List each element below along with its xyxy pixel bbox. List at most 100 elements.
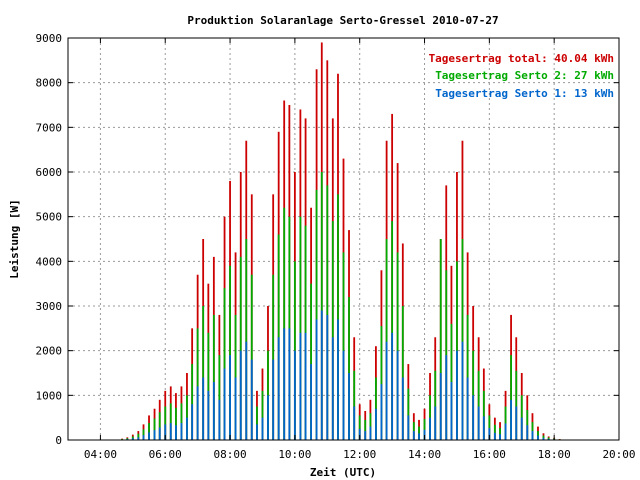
bar-serto-1 (380, 384, 383, 440)
bar-serto-2 (293, 261, 296, 440)
bar-serto-2 (148, 423, 150, 440)
x-axis-label: Zeit (UTC) (310, 466, 376, 479)
x-axis-ticks: 04:00 06:00 08:00 10:00 12:00 14:00 16:00 18:00… (84, 38, 636, 461)
bar-serto-2 (547, 437, 550, 440)
bar-serto-2 (326, 185, 329, 440)
bar-serto-1 (142, 435, 145, 440)
x-tick-label: 04:00 (84, 448, 117, 461)
y-tick-label: 7000 (36, 121, 63, 134)
bar-serto-2 (299, 216, 302, 440)
bar-serto-1 (493, 432, 496, 440)
bar-serto-1 (434, 406, 437, 440)
bar-serto-1 (510, 399, 512, 440)
chart-title: Produktion Solaranlage Serto-Gressel 201… (187, 14, 498, 27)
bar-serto-2 (261, 390, 264, 440)
bar-serto-1 (137, 437, 140, 440)
bar-serto-1 (401, 377, 404, 440)
bar-serto-2 (283, 207, 286, 440)
bar-serto-1 (439, 373, 442, 440)
bar-serto-2 (401, 306, 404, 440)
bar-serto-1 (212, 381, 215, 440)
bar-serto-1 (229, 355, 231, 440)
bar-serto-2 (488, 415, 491, 440)
bar-serto-2 (202, 306, 205, 440)
bar-serto-2 (142, 429, 145, 440)
bar-serto-1 (239, 350, 242, 440)
bar-serto-1 (169, 423, 172, 440)
bar-serto-1 (537, 435, 539, 440)
bar-serto-1 (526, 425, 529, 440)
bar-serto-2 (526, 410, 529, 440)
bar-serto-1 (369, 426, 372, 440)
bar-serto-2 (186, 395, 188, 440)
bar-serto-2 (429, 395, 431, 440)
legend: Tagesertrag total: 40.04 kWh Tagesertrag… (429, 52, 614, 100)
series-bar-serto-2 (115, 172, 582, 440)
bar-serto-2 (218, 355, 221, 440)
bar-serto-2 (229, 265, 231, 440)
x-tick-label: 16:00 (473, 448, 506, 461)
bar-serto-2 (423, 419, 426, 440)
bar-serto-1 (418, 433, 420, 440)
bar-serto-1 (456, 350, 458, 440)
bar-serto-1 (304, 332, 307, 440)
bar-serto-2 (520, 395, 523, 440)
bar-serto-1 (348, 373, 350, 440)
bar-serto-1 (315, 319, 318, 440)
bar-serto-1 (326, 314, 329, 440)
series-bar-serto-1 (115, 310, 582, 440)
bar-serto-1 (391, 332, 394, 440)
bar-serto-1 (272, 359, 275, 440)
y-tick-label: 6000 (36, 166, 63, 179)
y-tick-label: 4000 (36, 255, 63, 268)
bar-serto-2 (191, 364, 194, 440)
bar-serto-1 (423, 429, 426, 440)
bar-serto-2 (380, 326, 383, 440)
bar-serto-2 (456, 261, 458, 440)
bar-serto-2 (234, 314, 237, 440)
bar-serto-1 (445, 355, 448, 440)
bar-serto-1 (234, 377, 237, 440)
bar-serto-2 (477, 370, 480, 440)
bar-serto-2 (391, 221, 394, 440)
x-tick-label: 20:00 (602, 448, 635, 461)
bar-serto-2 (180, 403, 183, 440)
bar-serto-2 (482, 390, 485, 440)
bar-serto-2 (396, 252, 399, 440)
bar-serto-2 (223, 288, 226, 440)
bar-serto-1 (293, 350, 296, 440)
bar-serto-2 (212, 314, 215, 440)
x-tick-label: 06:00 (149, 448, 182, 461)
bar-serto-1 (499, 434, 501, 440)
bar-serto-1 (385, 341, 388, 440)
x-tick-label: 08:00 (213, 448, 246, 461)
y-tick-label: 2000 (36, 345, 63, 358)
bar-serto-1 (364, 431, 367, 440)
bar-marks (115, 42, 582, 441)
bar-serto-1 (412, 431, 415, 440)
bar-serto-1 (520, 417, 523, 440)
bar-serto-2 (320, 172, 323, 440)
bar-serto-1 (186, 417, 188, 440)
x-tick-label: 18:00 (538, 448, 571, 461)
bar-serto-1 (256, 424, 258, 440)
bar-serto-1 (310, 364, 312, 440)
bar-serto-2 (461, 239, 464, 440)
y-axis-label: Leistung [W] (8, 199, 21, 278)
bar-serto-1 (288, 328, 291, 440)
bar-serto-2 (353, 370, 356, 440)
bar-serto-1 (461, 341, 464, 440)
bar-serto-2 (196, 328, 199, 440)
bar-serto-1 (299, 332, 302, 440)
bar-serto-2 (277, 234, 280, 440)
bar-serto-1 (164, 424, 167, 440)
bar-serto-2 (364, 419, 367, 440)
bar-serto-1 (504, 423, 507, 440)
bar-serto-2 (337, 194, 339, 440)
bar-serto-2 (531, 422, 534, 440)
bar-serto-2 (510, 355, 512, 440)
bar-serto-1 (180, 423, 183, 440)
legend-entry-serto-1: Tagesertrag Serto 1: 13 kWh (435, 87, 614, 100)
bar-serto-2 (385, 239, 388, 440)
bar-serto-1 (175, 425, 177, 440)
